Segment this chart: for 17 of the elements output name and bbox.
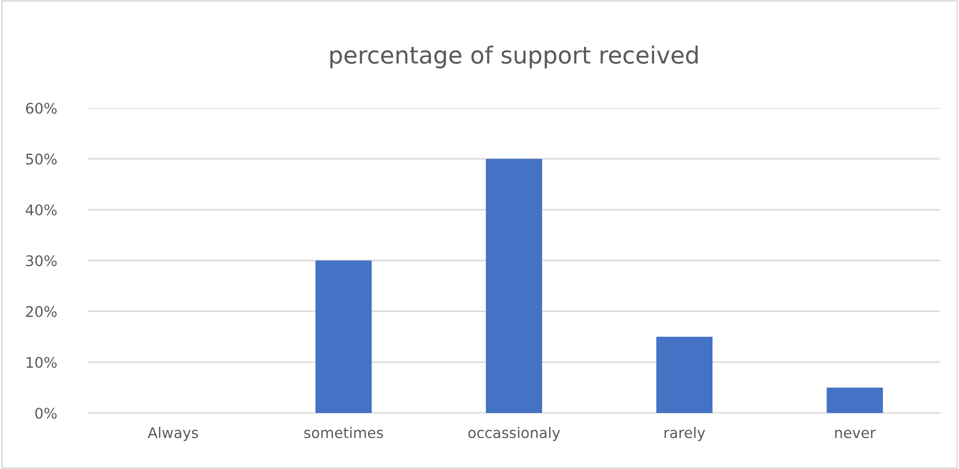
- y-tick-label: 50%: [26, 154, 57, 165]
- x-tick-label: never: [835, 430, 876, 438]
- x-tick-label: sometimes: [304, 426, 384, 438]
- y-tick-label: 0%: [35, 408, 57, 419]
- bar: [486, 158, 542, 413]
- bar: [826, 388, 883, 413]
- y-tick-label: 40%: [26, 204, 57, 216]
- y-tick-label: 30%: [26, 255, 57, 266]
- x-tick-label: Always: [148, 426, 198, 442]
- y-tick-label: 60%: [26, 102, 57, 114]
- x-tick-label: rarely: [664, 426, 706, 442]
- y-tick-label: 20%: [26, 306, 57, 318]
- y-tick-label: 10%: [26, 356, 57, 368]
- bar: [315, 260, 372, 413]
- x-tick-label: occassionaly: [468, 426, 560, 442]
- chart-title: percentage of support received: [330, 46, 698, 68]
- bar: [656, 336, 713, 413]
